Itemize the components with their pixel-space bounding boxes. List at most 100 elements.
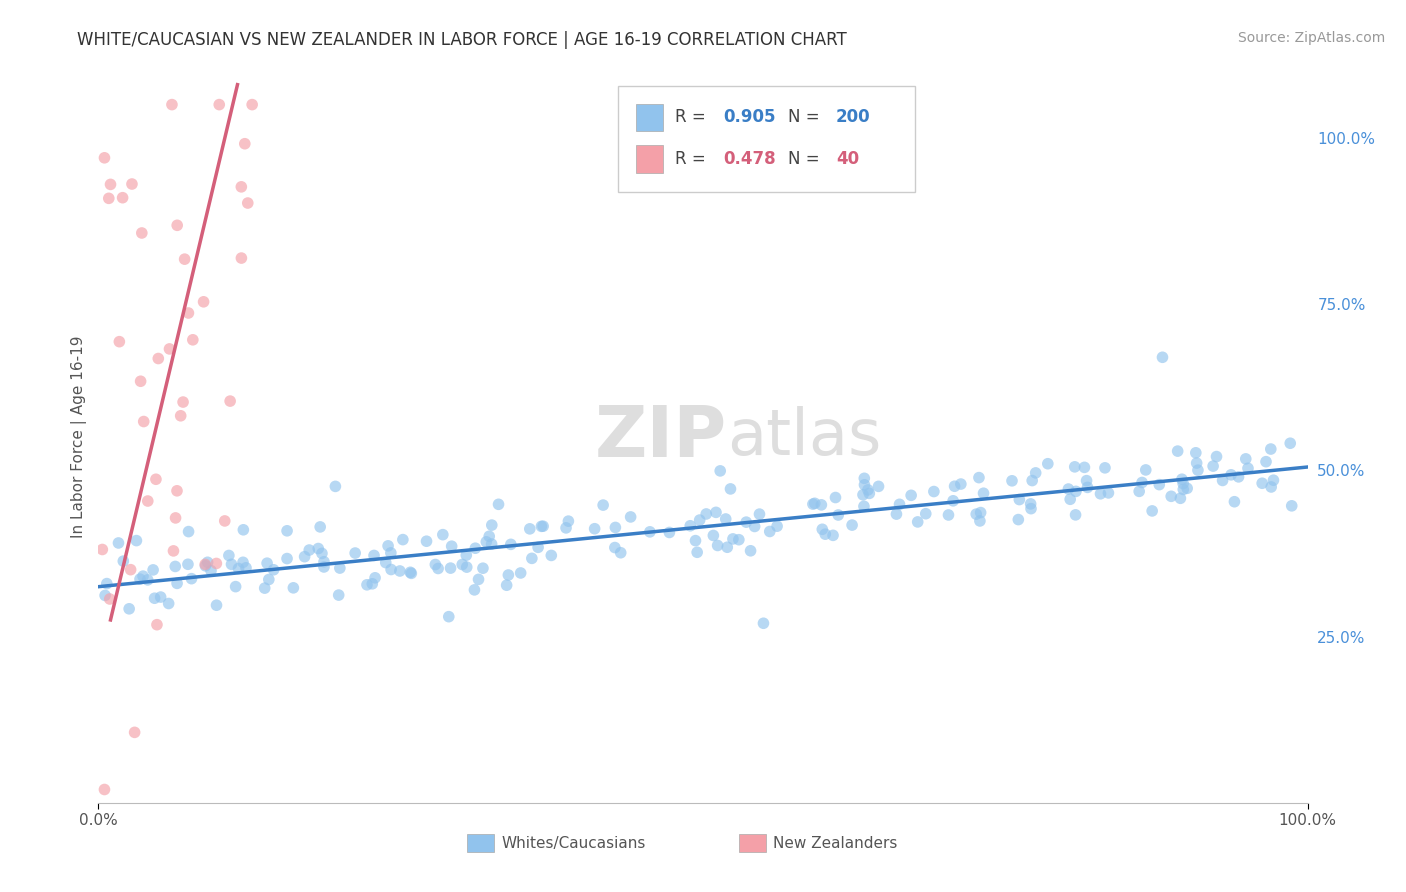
Point [377, 539, 399, 553]
Point [1090, 487, 1112, 501]
Point [124, 725, 146, 739]
Point [166, 483, 188, 498]
Point [907, 515, 929, 529]
Point [356, 578, 378, 592]
FancyBboxPatch shape [619, 86, 915, 192]
Point [766, 519, 789, 533]
Text: ZIP: ZIP [595, 402, 727, 472]
Point [748, 507, 770, 521]
Point [1251, 476, 1274, 491]
Point [253, 581, 276, 595]
Point [481, 537, 503, 551]
Point [309, 520, 332, 534]
Point [194, 558, 217, 573]
Point [131, 226, 153, 240]
Point [758, 524, 780, 539]
Point [1064, 508, 1087, 522]
Point [118, 602, 141, 616]
Point [132, 569, 155, 583]
Point [1237, 461, 1260, 475]
Text: Source: ZipAtlas.com: Source: ZipAtlas.com [1237, 31, 1385, 45]
Text: R =: R = [675, 150, 711, 168]
Point [801, 497, 824, 511]
Point [233, 136, 256, 151]
Point [173, 252, 195, 267]
Point [853, 471, 876, 485]
Point [221, 558, 243, 572]
Point [177, 558, 200, 572]
Point [166, 219, 188, 233]
Point [231, 251, 253, 265]
Point [922, 484, 945, 499]
Point [1173, 483, 1195, 497]
Text: 40: 40 [837, 150, 859, 168]
Point [965, 507, 987, 521]
Point [1057, 482, 1080, 496]
Point [1094, 460, 1116, 475]
Point [969, 506, 991, 520]
Point [165, 559, 187, 574]
Point [1036, 457, 1059, 471]
Point [194, 558, 217, 572]
Point [721, 532, 744, 546]
Point [329, 561, 352, 575]
Point [1167, 444, 1189, 458]
Point [900, 488, 922, 502]
Point [943, 479, 966, 493]
Bar [637, 103, 664, 131]
Text: WHITE/CAUCASIAN VS NEW ZEALANDER IN LABOR FORCE | AGE 16-19 CORRELATION CHART: WHITE/CAUCASIAN VS NEW ZEALANDER IN LABO… [77, 31, 846, 49]
Point [949, 477, 972, 491]
Point [464, 541, 486, 556]
Point [427, 561, 450, 575]
Point [1007, 512, 1029, 526]
Point [740, 543, 762, 558]
Point [1223, 494, 1246, 508]
Point [177, 306, 200, 320]
Point [181, 333, 204, 347]
Point [706, 539, 728, 553]
Point [868, 479, 890, 493]
Point [519, 522, 541, 536]
Point [129, 572, 152, 586]
Point [1059, 492, 1081, 507]
Point [1076, 480, 1098, 494]
Point [942, 493, 965, 508]
Point [555, 521, 578, 535]
Point [121, 177, 143, 191]
Point [1220, 467, 1243, 482]
Point [1008, 492, 1031, 507]
Y-axis label: In Labor Force | Age 16-19: In Labor Force | Age 16-19 [72, 335, 87, 539]
Point [1076, 474, 1098, 488]
Point [218, 549, 240, 563]
Point [499, 537, 522, 551]
Point [146, 617, 169, 632]
Point [380, 562, 402, 576]
Point [658, 525, 681, 540]
Point [592, 498, 614, 512]
Point [463, 582, 485, 597]
Point [973, 486, 995, 500]
Point [605, 520, 627, 534]
Point [148, 351, 170, 366]
Point [1234, 451, 1257, 466]
Point [451, 558, 474, 572]
Point [225, 580, 247, 594]
Text: 200: 200 [837, 109, 870, 127]
Point [228, 561, 250, 575]
Point [125, 533, 148, 548]
Point [495, 578, 517, 592]
Point [824, 491, 846, 505]
Point [240, 97, 263, 112]
Point [1021, 474, 1043, 488]
Point [886, 507, 908, 521]
Point [702, 528, 724, 542]
Point [752, 616, 775, 631]
Point [1135, 463, 1157, 477]
Point [1019, 501, 1042, 516]
Point [853, 478, 876, 492]
Point [852, 500, 875, 514]
Point [136, 573, 159, 587]
Point [401, 566, 423, 581]
Point [704, 505, 727, 519]
Point [439, 561, 461, 575]
